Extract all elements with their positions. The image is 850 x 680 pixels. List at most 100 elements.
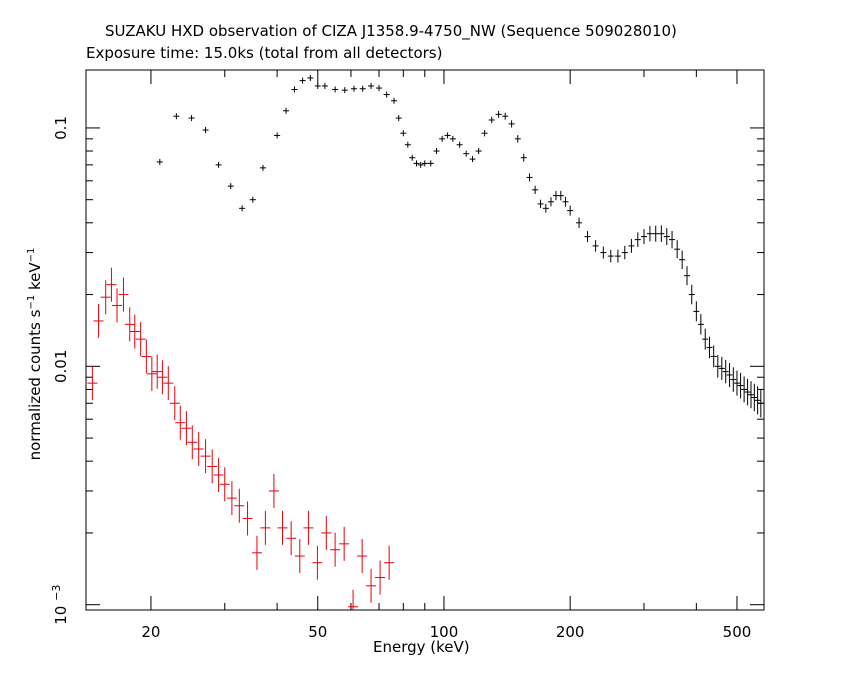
data-point [646, 225, 653, 242]
data-point [600, 246, 607, 259]
data-point [202, 127, 209, 134]
data-point [277, 510, 288, 545]
data-point [697, 314, 704, 335]
data-point [207, 449, 218, 484]
data-point [514, 135, 521, 143]
data-point [547, 197, 554, 207]
data-point [321, 82, 328, 89]
data-point [427, 160, 434, 167]
x-tick-label-200: 200 [556, 623, 585, 641]
data-point [413, 160, 420, 167]
data-point [200, 439, 211, 474]
data-point [444, 132, 451, 139]
x-tick-label-100: 100 [430, 623, 459, 641]
data-point [330, 532, 341, 567]
data-point [726, 362, 733, 387]
data-point [188, 115, 195, 122]
data-point [463, 150, 470, 157]
data-point [249, 196, 256, 203]
data-point [409, 154, 416, 161]
data-point [175, 405, 186, 440]
data-point [562, 196, 569, 207]
data-point [173, 113, 180, 120]
data-point [508, 120, 515, 128]
data-point [118, 277, 129, 312]
data-point [146, 356, 157, 391]
data-point [469, 156, 476, 163]
data-marks [87, 74, 764, 610]
data-point [384, 545, 395, 580]
data-point [495, 110, 502, 118]
data-point [737, 372, 744, 399]
data-point [718, 356, 725, 380]
data-point [520, 153, 527, 162]
data-point [421, 160, 428, 167]
data-point [576, 217, 583, 229]
data-point [332, 86, 339, 93]
data-point [400, 130, 407, 137]
data-point [439, 135, 446, 142]
data-point [614, 249, 621, 263]
data-point [395, 115, 402, 122]
data-point [744, 378, 751, 406]
data-point [634, 232, 641, 247]
data-point [141, 339, 152, 374]
series-0 [156, 74, 764, 418]
data-point [679, 250, 686, 269]
data-point [537, 199, 544, 209]
data-point [658, 225, 665, 242]
data-point [312, 545, 323, 580]
data-point [242, 501, 253, 536]
data-point [163, 366, 174, 401]
data-point [135, 322, 146, 357]
data-point [640, 229, 647, 245]
data-point [557, 190, 564, 201]
data-point [213, 457, 224, 492]
data-point [449, 135, 456, 142]
data-point [475, 148, 482, 155]
data-point [227, 183, 234, 190]
data-point [268, 473, 279, 508]
x-tick-label-500: 500 [723, 623, 752, 641]
data-point [663, 228, 670, 246]
data-point [488, 116, 495, 124]
data-point [733, 370, 740, 396]
data-point [283, 107, 290, 114]
data-point [757, 388, 764, 418]
data-point [129, 314, 140, 349]
data-point [607, 249, 614, 263]
data-point [390, 97, 397, 104]
data-point [621, 245, 628, 260]
data-point [404, 141, 411, 148]
data-point [314, 82, 321, 89]
data-point [754, 386, 761, 415]
data-point [433, 148, 440, 155]
data-point [152, 354, 163, 389]
data-point [193, 431, 204, 466]
data-point [730, 367, 737, 392]
chart-subtitle: Exposure time: 15.0ks (total from all de… [86, 44, 443, 62]
data-point [652, 225, 659, 242]
data-point [710, 345, 717, 368]
data-point [747, 381, 754, 409]
plot-frame [85, 69, 765, 611]
data-point [260, 510, 271, 545]
data-point [93, 303, 104, 338]
data-point [693, 301, 700, 322]
data-point [375, 560, 386, 595]
data-point [350, 85, 357, 92]
data-point [299, 77, 306, 84]
data-point [706, 336, 713, 359]
data-point [567, 205, 574, 216]
data-point [368, 82, 375, 89]
data-point [106, 267, 117, 302]
data-point [751, 383, 758, 412]
data-point [307, 74, 314, 81]
data-point [169, 386, 180, 421]
data-point [702, 328, 709, 350]
data-point [592, 240, 599, 252]
y-tick-label-0.1: 0.1 [52, 116, 70, 140]
data-point [714, 355, 721, 378]
data-point [112, 288, 123, 323]
